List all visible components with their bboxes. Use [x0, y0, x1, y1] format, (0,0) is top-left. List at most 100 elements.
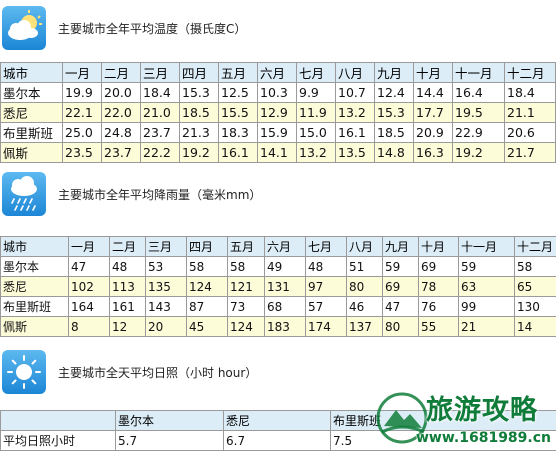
rainfall-value-cell: 102 [68, 276, 110, 297]
sunshine-header-cell: 悉尼 [223, 410, 331, 431]
temperature-header-month: 十月 [413, 62, 453, 83]
sun-icon [2, 350, 46, 394]
temperature-value-cell: 23.5 [62, 142, 102, 163]
temperature-value-cell: 21.0 [140, 102, 180, 123]
rainfall-value-cell: 58 [227, 256, 265, 277]
temperature-value-cell: 17.7 [413, 102, 453, 123]
rainfall-value-cell: 53 [145, 256, 187, 277]
sunshine-value-cell: 6.7 [223, 430, 331, 451]
rainfall-row: 佩斯 8 12 20 45 124 183 174 137 80 55 21 14 [0, 316, 556, 337]
watermark: 旅游攻略 www.1681989.cn [372, 386, 556, 452]
temperature-value-cell: 13.5 [335, 142, 375, 163]
rainfall-value-cell: 49 [264, 256, 306, 277]
rainfall-city-cell: 墨尔本 [0, 256, 69, 277]
rain-cloud-icon [2, 172, 46, 216]
temperature-value-cell: 13.2 [296, 142, 336, 163]
temperature-value-cell: 10.7 [335, 82, 375, 103]
temperature-header-month: 三月 [140, 62, 180, 83]
sunshine-title: 主要城市全天平均日照（小时 hour） [58, 366, 258, 380]
rainfall-value-cell: 73 [227, 296, 265, 317]
rainfall-value-cell: 80 [346, 276, 383, 297]
temperature-row: 墨尔本 19.9 20.0 18.4 15.3 12.5 10.3 9.9 10.7 12.4 14… [0, 82, 556, 103]
rainfall-value-cell: 68 [264, 296, 306, 317]
rainfall-value-cell: 65 [514, 276, 556, 297]
temperature-value-cell: 15.0 [296, 122, 336, 143]
rainfall-city-cell: 悉尼 [0, 276, 69, 297]
temperature-header-month: 九月 [374, 62, 414, 83]
rainfall-header-month: 四月 [186, 236, 228, 257]
rainfall-header-month: 十二月 [514, 236, 556, 257]
rainfall-row: 悉尼 102 113 135 124 121 131 97 80 69 78 63 65 [0, 276, 556, 297]
rainfall-value-cell: 69 [418, 256, 459, 277]
rainfall-header-month: 六月 [264, 236, 306, 257]
rainfall-title: 主要城市全年平均降雨量（毫米mm） [58, 188, 262, 202]
temperature-header-month: 二月 [101, 62, 141, 83]
rainfall-value-cell: 59 [382, 256, 419, 277]
rainfall-header-month: 九月 [382, 236, 419, 257]
temperature-section-header: 主要城市全年平均温度（摄氏度C） [0, 6, 556, 50]
temperature-value-cell: 15.3 [179, 82, 219, 103]
temperature-value-cell: 18.3 [218, 122, 258, 143]
temperature-city-cell: 墨尔本 [0, 82, 63, 103]
rainfall-value-cell: 20 [145, 316, 187, 337]
temperature-value-cell: 15.5 [218, 102, 258, 123]
temperature-value-cell: 12.4 [374, 82, 414, 103]
temperature-value-cell: 14.4 [413, 82, 453, 103]
temperature-value-cell: 22.1 [62, 102, 102, 123]
temperature-value-cell: 24.8 [101, 122, 141, 143]
rainfall-header-month: 二月 [109, 236, 146, 257]
rainfall-header-month: 七月 [305, 236, 347, 257]
sunshine-section-header: 主要城市全天平均日照（小时 hour） [0, 350, 556, 394]
temperature-header-row: 城市 一月 二月 三月 四月 五月 六月 七月 八月 九月 十月 十一月 十二月 [0, 62, 556, 83]
partly-cloudy-icon [2, 6, 46, 50]
temperature-value-cell: 19.9 [62, 82, 102, 103]
rainfall-header-city: 城市 [0, 236, 69, 257]
rainfall-value-cell: 59 [458, 256, 515, 277]
temperature-header-month: 十二月 [504, 62, 556, 83]
rainfall-value-cell: 47 [68, 256, 110, 277]
rainfall-value-cell: 48 [305, 256, 347, 277]
temperature-value-cell: 10.3 [257, 82, 297, 103]
temperature-value-cell: 20.9 [413, 122, 453, 143]
rainfall-value-cell: 99 [458, 296, 515, 317]
temperature-value-cell: 15.3 [374, 102, 414, 123]
temperature-value-cell: 12.9 [257, 102, 297, 123]
temperature-header-month: 七月 [296, 62, 336, 83]
rainfall-value-cell: 8 [68, 316, 110, 337]
temperature-value-cell: 19.5 [452, 102, 505, 123]
sunshine-row-label: 平均日照小时 [0, 430, 116, 451]
temperature-header-city: 城市 [0, 62, 63, 83]
temperature-row: 佩斯 23.5 23.7 22.2 19.2 16.1 14.1 13.2 13.5 14.8 16… [0, 142, 556, 163]
rainfall-header-month: 三月 [145, 236, 187, 257]
rainfall-value-cell: 87 [186, 296, 228, 317]
temperature-table: 城市 一月 二月 三月 四月 五月 六月 七月 八月 九月 十月 十一月 十二月 墨尔本 19.9 20.0 1… [0, 62, 556, 163]
temperature-value-cell: 23.7 [140, 122, 180, 143]
temperature-header-month: 四月 [179, 62, 219, 83]
temperature-value-cell: 22.9 [452, 122, 505, 143]
watermark-logo-icon [376, 392, 428, 444]
temperature-city-cell: 佩斯 [0, 142, 63, 163]
temperature-value-cell: 14.1 [257, 142, 297, 163]
temperature-value-cell: 18.5 [374, 122, 414, 143]
temperature-value-cell: 18.4 [140, 82, 180, 103]
temperature-value-cell: 21.3 [179, 122, 219, 143]
rainfall-value-cell: 124 [186, 276, 228, 297]
rainfall-value-cell: 48 [109, 256, 146, 277]
temperature-city-cell: 悉尼 [0, 102, 63, 123]
temperature-value-cell: 13.2 [335, 102, 375, 123]
temperature-value-cell: 21.1 [504, 102, 556, 123]
sunshine-value-cell: 5.7 [115, 430, 224, 451]
rainfall-value-cell: 45 [186, 316, 228, 337]
rainfall-value-cell: 58 [186, 256, 228, 277]
temperature-value-cell: 16.1 [218, 142, 258, 163]
temperature-value-cell: 22.0 [101, 102, 141, 123]
temperature-value-cell: 19.2 [452, 142, 505, 163]
temperature-value-cell: 15.9 [257, 122, 297, 143]
rainfall-header-month: 一月 [68, 236, 110, 257]
rainfall-value-cell: 51 [346, 256, 383, 277]
rainfall-table: 城市 一月 二月 三月 四月 五月 六月 七月 八月 九月 十月 十一月 十二月 墨尔本 47 48 53 58 5… [0, 236, 556, 337]
rainfall-header-month: 五月 [227, 236, 265, 257]
temperature-header-month: 五月 [218, 62, 258, 83]
rainfall-city-cell: 布里斯班 [0, 296, 69, 317]
rainfall-value-cell: 12 [109, 316, 146, 337]
